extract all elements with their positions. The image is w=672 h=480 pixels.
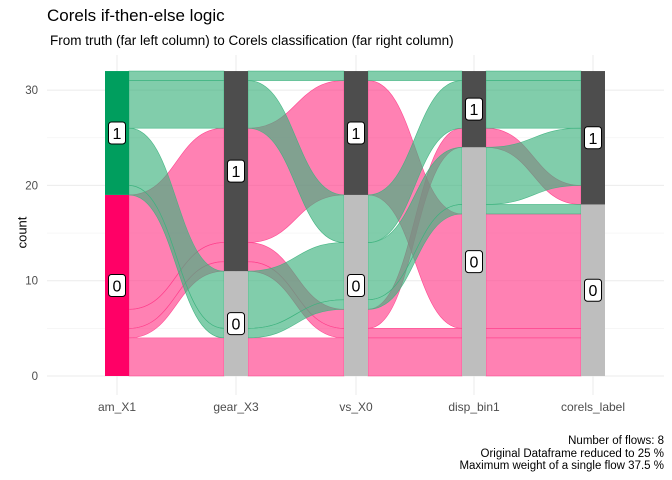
stratum-label-1: 1 [113, 126, 122, 143]
flow-ribbon-class-0 [367, 337, 463, 377]
stratum-label-box [584, 278, 602, 302]
flow-ribbon-class-1 [367, 70, 463, 81]
caption-flows: Number of flows: 8 [568, 435, 664, 447]
stratum-label-1: 1 [470, 102, 479, 119]
flow-ribbon-class-1 [247, 70, 345, 81]
chart-caption: Number of flows: 8 Original Dataframe re… [459, 435, 664, 473]
stratum-label-0: 0 [589, 283, 598, 300]
x-tick-label: gear_X3 [213, 400, 259, 414]
stratum-label-box [108, 273, 126, 297]
flows [128, 70, 582, 377]
x-tick-label: am_X1 [98, 400, 136, 414]
stratum-labels: 0 1 0 1 0 1 0 1 0 1 [108, 97, 602, 336]
flow-ribbon-class-1 [485, 70, 582, 81]
stratum-label-box [227, 159, 245, 183]
stratum-label-box [227, 312, 245, 336]
y-tick-label: 20 [25, 180, 38, 192]
stratum-label-box [584, 126, 602, 150]
flow-ribbon-class-0 [367, 328, 463, 339]
stratum-label-box [108, 121, 126, 145]
chart-title: Corels if-then-else logic [47, 6, 225, 25]
y-ticks: 0 10 20 30 [25, 85, 38, 383]
x-tick-label: disp_bin1 [448, 400, 500, 414]
stratum-label-0: 0 [113, 278, 122, 295]
stratum-label-1: 1 [352, 126, 361, 143]
stratum-label-0: 0 [352, 278, 361, 295]
stratum-label-1: 1 [232, 164, 241, 181]
y-tick-label: 0 [32, 371, 38, 383]
y-tick-label: 30 [25, 85, 38, 97]
x-tick-label: vs_X0 [339, 400, 373, 414]
stratum-label-box [347, 121, 365, 145]
x-tick-label: corels_label [561, 400, 625, 414]
x-ticks: am_X1 gear_X3 vs_X0 disp_bin1 corels_label [98, 400, 625, 414]
chart-subtitle: From truth (far left column) to Corels c… [50, 33, 454, 48]
stratum-label-0: 0 [470, 255, 479, 272]
flow-ribbon-class-1 [128, 70, 225, 81]
caption-max-weight: Maximum weight of a single flow 37.5 % [459, 460, 664, 472]
flow-ribbon-class-1 [485, 204, 582, 215]
flow-ribbon-class-1 [485, 80, 582, 129]
flow-ribbon-class-0 [485, 328, 582, 339]
flow-ribbon-class-0 [128, 337, 225, 377]
stratum-label-box [465, 97, 483, 121]
stratum-label-box [347, 273, 365, 297]
flow-ribbon-class-1 [128, 80, 225, 129]
stratum-label-0: 0 [232, 317, 241, 334]
stratum-label-box [465, 250, 483, 274]
flow-ribbon-class-0 [485, 213, 582, 329]
y-tick-label: 10 [25, 276, 38, 288]
stratum-label-1: 1 [589, 131, 598, 148]
flow-ribbon-class-0 [485, 337, 582, 377]
caption-reduction: Original Dataframe reduced to 25 % [480, 447, 664, 460]
flow-ribbon-class-0 [247, 337, 345, 377]
